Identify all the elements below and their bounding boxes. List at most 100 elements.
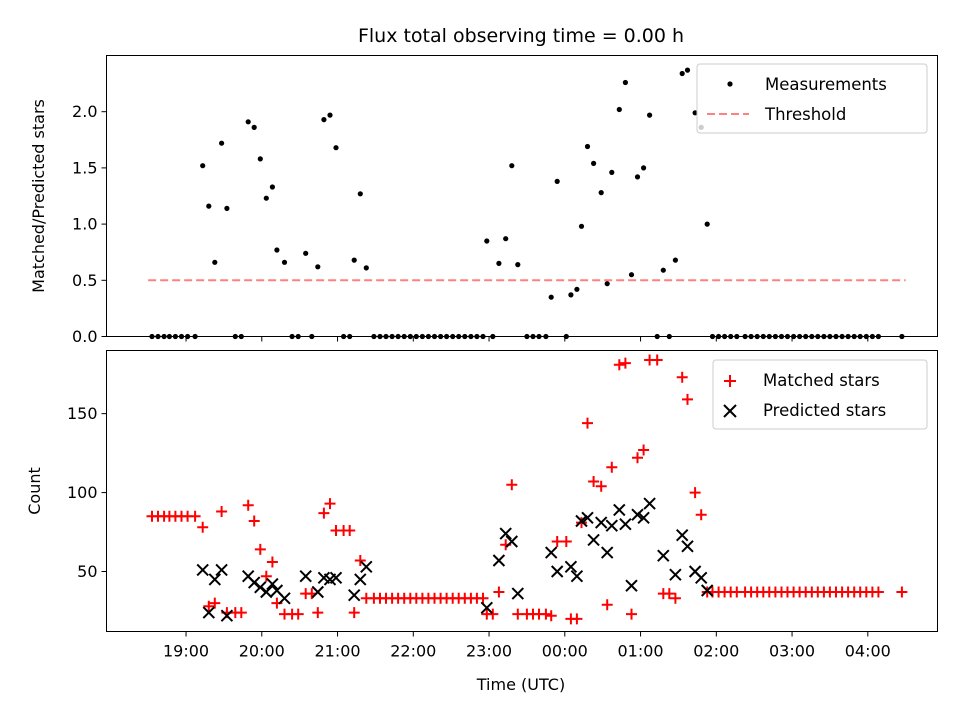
predicted-star-point — [202, 606, 216, 619]
predicted-star-point — [600, 546, 614, 559]
x-tick-label: 23:00 — [466, 642, 512, 661]
predicted-star-point — [681, 540, 694, 553]
matched-star-point — [601, 599, 613, 611]
legend-matched-label: Matched stars — [763, 371, 880, 390]
predicted-star-point — [594, 516, 608, 529]
predicted-star-point — [637, 511, 650, 525]
measurement-point — [660, 267, 666, 273]
matched-star-point — [348, 607, 360, 619]
matched-star-point — [540, 608, 552, 620]
predicted-star-point — [544, 546, 558, 559]
measurement-point — [219, 140, 225, 146]
predicted-star-point — [299, 569, 312, 583]
predicted-star-point — [625, 579, 638, 592]
measurement-point — [274, 247, 280, 253]
x-tick-label: 01:00 — [617, 642, 663, 661]
matched-star-point — [477, 592, 489, 604]
predicted-star-point — [311, 585, 325, 599]
predicted-star-point — [619, 517, 632, 531]
bottom-y-tick-label: 150 — [67, 404, 98, 423]
measurement-point — [251, 124, 257, 130]
legend-threshold-label: Threshold — [764, 105, 846, 124]
x-tick-label: 21:00 — [314, 642, 360, 661]
predicted-star-point — [354, 573, 367, 586]
predicted-star-point — [208, 573, 222, 586]
measurement-point — [679, 70, 685, 77]
legend-measurements-label: Measurements — [765, 75, 887, 94]
matched-star-point — [506, 479, 518, 491]
matched-star-point — [676, 371, 688, 383]
measurement-point — [257, 156, 263, 162]
matched-star-point — [197, 521, 209, 533]
top-y-tick-label: 0.0 — [72, 327, 97, 346]
matched-star-point — [493, 586, 505, 598]
top-panel: 0.00.51.01.52.0 Matched/Predicted stars … — [29, 55, 938, 346]
measurement-point — [692, 110, 698, 116]
predicted-star-point — [643, 497, 656, 510]
measurement-point — [616, 106, 622, 113]
predicted-star-point — [564, 560, 578, 574]
measurement-point — [554, 178, 560, 184]
matched-star-point — [896, 586, 908, 598]
x-tick-label: 20:00 — [239, 642, 285, 661]
predicted-star-point — [550, 565, 564, 578]
matched-star-point — [203, 600, 215, 612]
x-tick-label: 03:00 — [769, 642, 815, 661]
matched-star-point — [324, 498, 336, 510]
matched-star-point — [872, 586, 884, 598]
matched-star-point — [248, 515, 260, 527]
measurement-point — [591, 160, 597, 166]
matched-star-point — [235, 607, 247, 619]
x-axis-label: Time (UTC) — [476, 675, 565, 694]
chart-title: Flux total observing time = 0.00 h — [358, 25, 684, 47]
predicted-star-point — [657, 549, 670, 562]
top-y-axis-label: Matched/Predicted stars — [29, 99, 48, 293]
top-y-tick-label: 0.5 — [72, 271, 97, 290]
predicted-star-point — [675, 528, 689, 542]
top-plot-frame — [106, 55, 938, 337]
predicted-star-point — [631, 508, 644, 521]
bottom-y-axis-label: Count — [25, 467, 44, 515]
predicted-layer — [196, 497, 714, 622]
legend-measurements-marker — [727, 81, 733, 87]
measurement-point — [598, 190, 604, 196]
predicted-star-point — [570, 569, 584, 583]
predicted-star-point — [575, 514, 588, 528]
measurement-point — [269, 184, 275, 190]
measurement-point — [568, 292, 574, 298]
matched-star-point — [545, 610, 557, 622]
matched-star-point — [560, 536, 572, 547]
matched-star-point — [651, 354, 663, 366]
matched-star-point — [595, 480, 607, 492]
predicted-star-point — [215, 563, 228, 577]
matched-star-point — [487, 608, 499, 620]
matched-star-point — [619, 357, 631, 369]
measurement-point — [351, 257, 357, 263]
bottom-y-ticks: 50 100 150 — [67, 404, 107, 581]
predicted-star-point — [196, 563, 209, 577]
matched-star-point — [571, 613, 583, 625]
measurement-point — [327, 112, 333, 118]
measurement-point — [212, 259, 218, 265]
predicted-star-point — [581, 511, 594, 525]
predicted-star-point — [329, 571, 343, 585]
matched-star-point — [632, 452, 643, 464]
matched-star-point — [260, 570, 272, 582]
measurement-point — [263, 195, 269, 201]
bottom-plot-frame — [106, 350, 938, 632]
measurement-point — [628, 272, 635, 278]
measurement-point — [321, 117, 327, 123]
measurement-point — [704, 221, 710, 227]
legend-matched-marker — [724, 375, 736, 387]
top-y-ticks: 0.0 0.5 1.0 1.5 2.0 — [72, 102, 107, 346]
predicted-star-point — [260, 585, 273, 599]
measurement-point — [641, 165, 647, 171]
measurement-point — [634, 174, 641, 180]
legend-predicted-label: Predicted stars — [763, 401, 886, 420]
measurement-point — [604, 281, 610, 287]
measurement-point — [357, 191, 363, 197]
matched-star-point — [613, 359, 625, 371]
bottom-panel: 19:00 20:00 21:00 22:00 23:00 00:00 01:00 02:00… — [25, 350, 938, 694]
predicted-star-point — [278, 592, 291, 605]
